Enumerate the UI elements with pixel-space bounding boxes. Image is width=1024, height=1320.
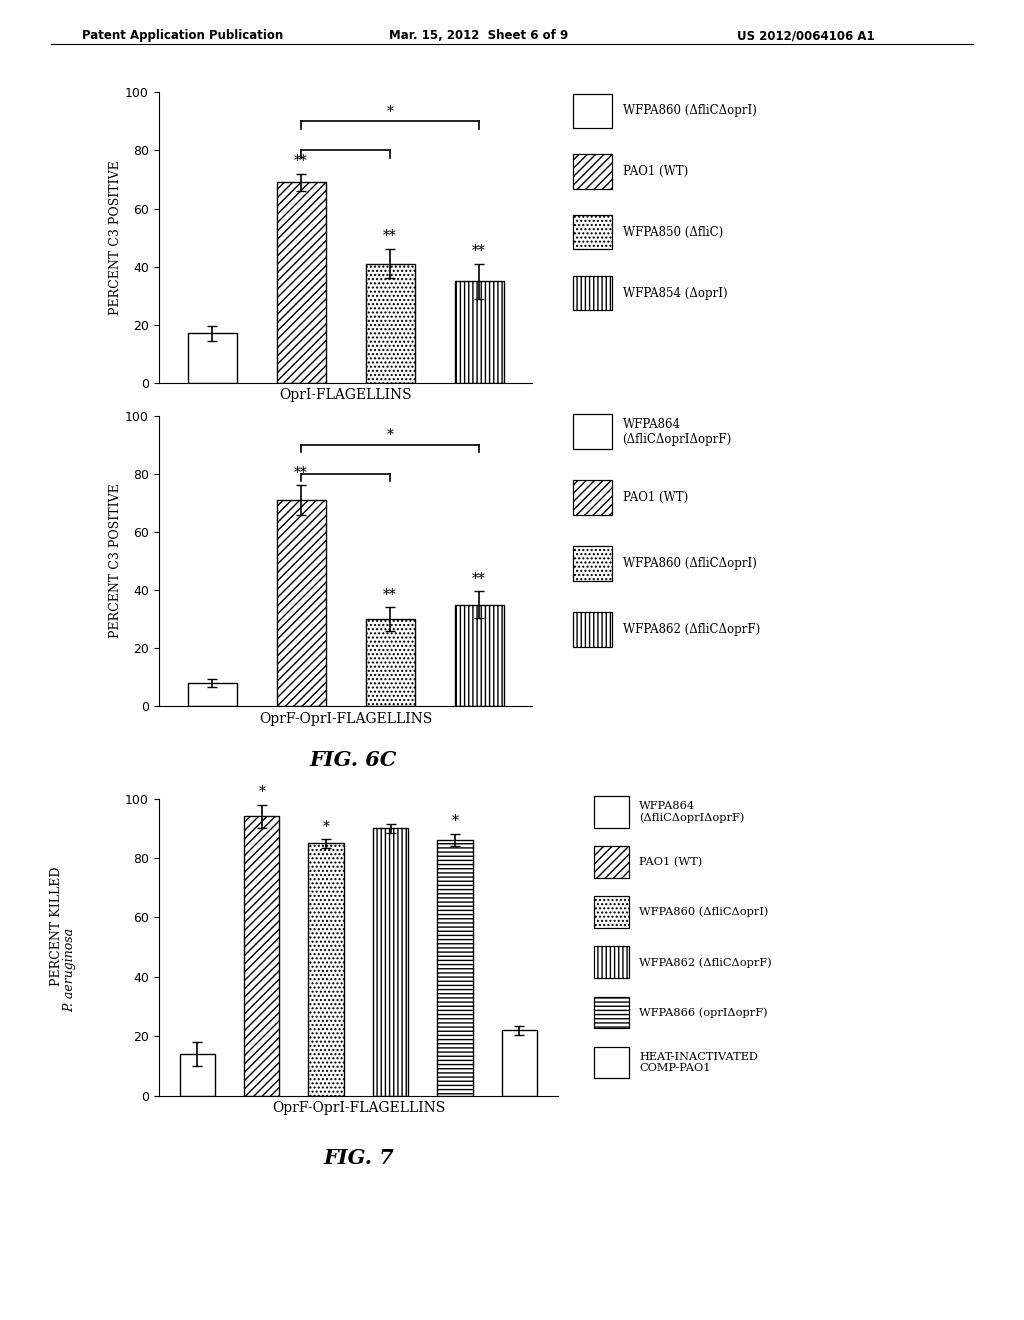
Text: **: **: [383, 230, 397, 243]
Bar: [276, 500, 326, 706]
Text: WFPA854 (ΔoprI): WFPA854 (ΔoprI): [623, 286, 727, 300]
Text: PERCENT KILLED: PERCENT KILLED: [50, 862, 62, 986]
Text: PAO1 (WT): PAO1 (WT): [623, 165, 688, 178]
Bar: [455, 281, 504, 383]
Text: *: *: [258, 784, 265, 799]
Text: WFPA862 (ΔfliCΔoprF): WFPA862 (ΔfliCΔoprF): [639, 957, 772, 968]
Bar: [308, 843, 344, 1096]
Text: Patent Application Publication: Patent Application Publication: [82, 29, 284, 42]
Text: FIG. 6C: FIG. 6C: [309, 750, 397, 770]
Bar: [187, 334, 237, 383]
Text: **: **: [472, 572, 486, 586]
Text: *: *: [387, 104, 393, 119]
Text: WFPA862 (ΔfliCΔoprF): WFPA862 (ΔfliCΔoprF): [623, 623, 760, 636]
X-axis label: OprF-OprI-FLAGELLINS: OprF-OprI-FLAGELLINS: [271, 1101, 445, 1115]
Text: **: **: [472, 244, 486, 257]
Text: WFPA864
(ΔfliCΔoprIΔoprF): WFPA864 (ΔfliCΔoprIΔoprF): [623, 417, 732, 446]
Text: *: *: [452, 814, 459, 829]
Bar: [437, 840, 473, 1096]
Text: **: **: [294, 466, 308, 479]
Bar: [276, 182, 326, 383]
X-axis label: OprI-FLAGELLINS: OprI-FLAGELLINS: [280, 388, 412, 403]
Text: PAO1 (WT): PAO1 (WT): [623, 491, 688, 504]
Text: WFPA866 (oprIΔoprF): WFPA866 (oprIΔoprF): [639, 1007, 768, 1018]
Text: P. aeruginosa: P. aeruginosa: [63, 928, 76, 1012]
Text: WFPA864
(ΔfliCΔoprIΔoprF): WFPA864 (ΔfliCΔoprIΔoprF): [639, 801, 744, 822]
Bar: [502, 1030, 538, 1096]
Text: **: **: [383, 587, 397, 602]
Text: Mar. 15, 2012  Sheet 6 of 9: Mar. 15, 2012 Sheet 6 of 9: [389, 29, 568, 42]
Bar: [366, 264, 415, 383]
Bar: [187, 682, 237, 706]
Bar: [244, 816, 280, 1096]
Text: WFPA860 (ΔfliCΔoprI): WFPA860 (ΔfliCΔoprI): [623, 104, 757, 117]
Bar: [373, 829, 409, 1096]
Text: WFPA860 (ΔfliCΔoprI): WFPA860 (ΔfliCΔoprI): [623, 557, 757, 570]
Text: WFPA860 (ΔfliCΔoprI): WFPA860 (ΔfliCΔoprI): [639, 907, 768, 917]
X-axis label: OprF-OprI-FLAGELLINS: OprF-OprI-FLAGELLINS: [259, 711, 432, 726]
Text: *: *: [323, 820, 330, 834]
Bar: [366, 619, 415, 706]
Y-axis label: PERCENT C3 POSITIVE: PERCENT C3 POSITIVE: [110, 160, 122, 315]
Text: PAO1 (WT): PAO1 (WT): [639, 857, 702, 867]
Text: *: *: [387, 428, 393, 442]
Text: **: **: [294, 154, 308, 168]
Text: WFPA850 (ΔfliC): WFPA850 (ΔfliC): [623, 226, 723, 239]
Y-axis label: PERCENT C3 POSITIVE: PERCENT C3 POSITIVE: [110, 483, 122, 639]
Bar: [179, 1053, 215, 1096]
Text: HEAT-INACTIVATED
COMP-PAO1: HEAT-INACTIVATED COMP-PAO1: [639, 1052, 758, 1073]
Text: US 2012/0064106 A1: US 2012/0064106 A1: [737, 29, 874, 42]
Text: FIG. 7: FIG. 7: [323, 1148, 394, 1168]
Bar: [455, 605, 504, 706]
